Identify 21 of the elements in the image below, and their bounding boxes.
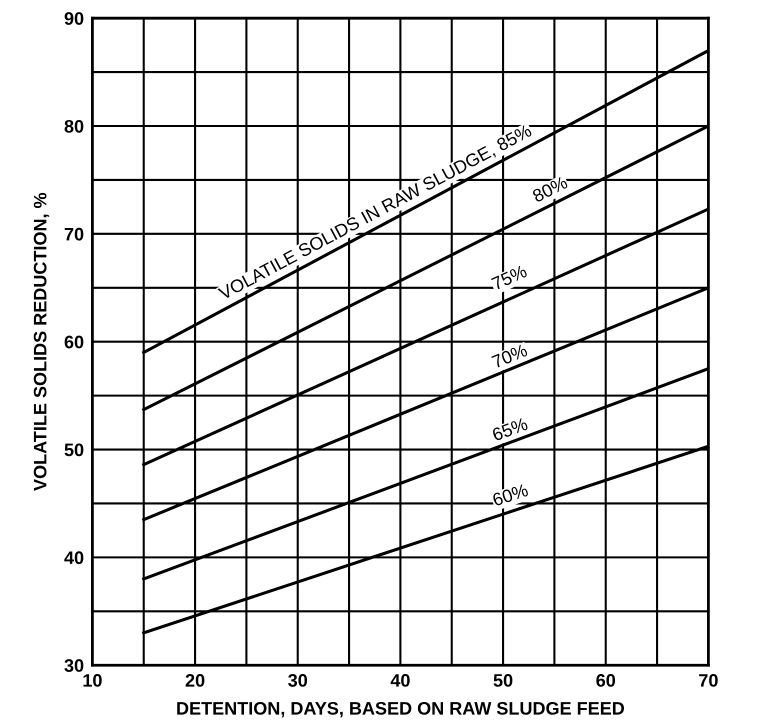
x-tick-label: 70	[699, 674, 718, 687]
y-tick-label: 60	[64, 336, 84, 348]
x-tick-label: 60	[596, 674, 616, 687]
x-tick-label: 50	[494, 674, 512, 687]
y-tick-label: 70	[64, 228, 84, 241]
annotation: 70%	[491, 344, 528, 368]
annotation: 75%	[491, 264, 528, 290]
x-tick-label: 40	[390, 674, 410, 687]
y-axis-title: VOLATILE SOLIDS REDUCTION, %	[34, 192, 50, 491]
y-tick-label: 80	[64, 120, 84, 133]
annotation: 65%	[492, 417, 528, 442]
y-tick-label: 40	[64, 551, 84, 564]
annotation: 80%	[532, 176, 568, 203]
x-axis-title: DETENTION, DAYS, BASED ON RAW SLUDGE FEED	[177, 702, 624, 718]
y-tick-label: 50	[64, 443, 84, 456]
x-tick-label: 30	[288, 674, 308, 687]
x-tick-label: 20	[186, 674, 204, 687]
annotation: 60%	[492, 483, 529, 506]
y-tick-label: 90	[64, 12, 84, 25]
y-tick-label: 30	[64, 659, 84, 672]
x-tick-label: 10	[83, 674, 102, 687]
